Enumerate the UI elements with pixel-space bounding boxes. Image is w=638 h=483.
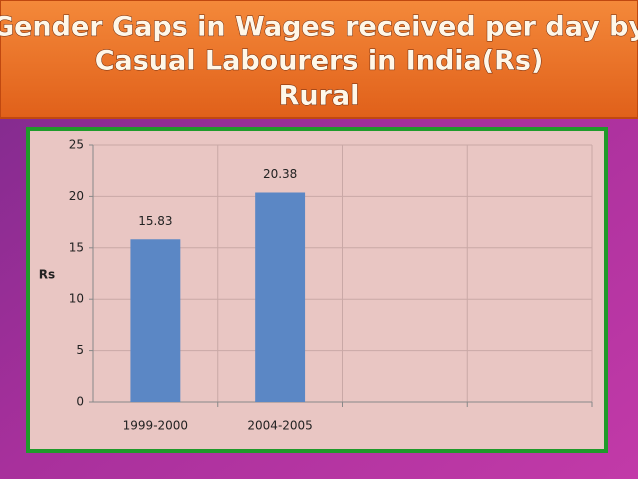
- y-tick-label: 10: [69, 292, 84, 306]
- y-tick-label: 0: [76, 395, 84, 409]
- y-tick-label: 15: [69, 240, 84, 254]
- title-line: Casual Labourers in India(Rs): [95, 46, 544, 77]
- y-axis-label: Rs: [39, 268, 55, 282]
- x-tick-label: 2004-2005: [247, 419, 312, 433]
- chart-frame: [26, 127, 608, 453]
- y-tick-label: 5: [76, 343, 84, 357]
- title-line: Rural: [279, 81, 360, 112]
- header: [0, 0, 638, 119]
- y-tick-label: 20: [69, 189, 84, 203]
- data-label: 15.83: [138, 214, 172, 228]
- bar: [255, 192, 306, 402]
- y-tick-label: 25: [69, 138, 84, 152]
- bar: [130, 239, 181, 402]
- x-tick-label: 1999-2000: [123, 419, 188, 433]
- data-label: 20.38: [263, 167, 297, 181]
- title-line: Gender Gaps in Wages received per day by: [0, 12, 638, 43]
